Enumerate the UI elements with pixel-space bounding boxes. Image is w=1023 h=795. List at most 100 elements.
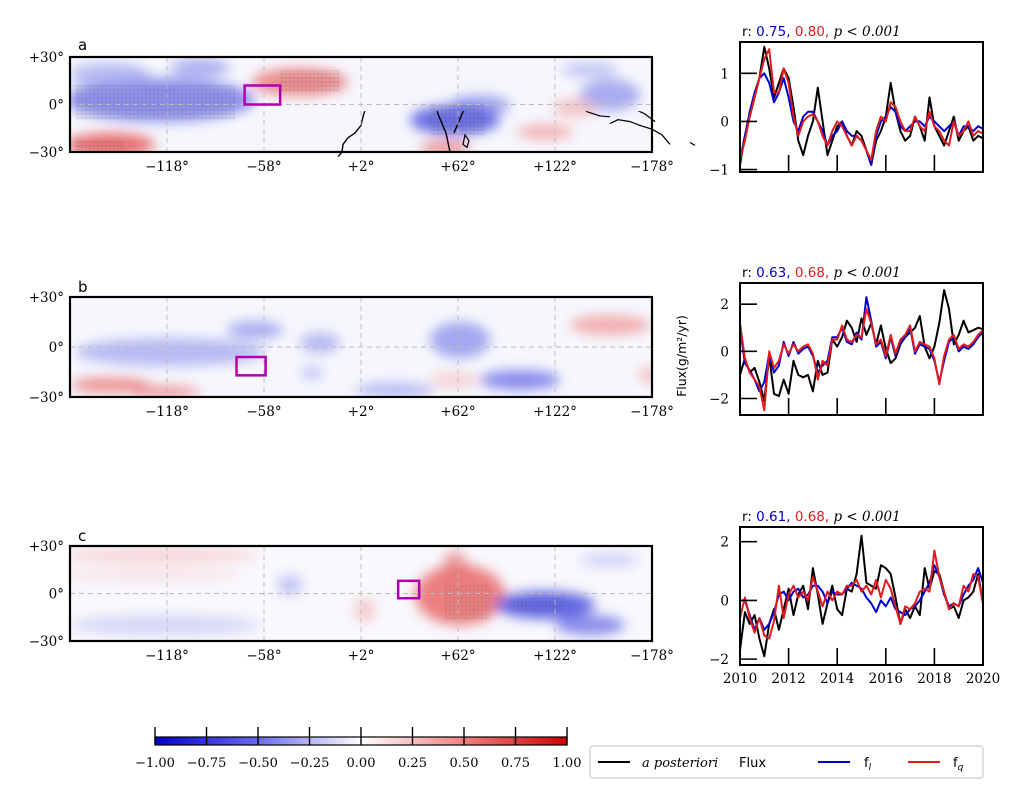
map-lat-tick-label: 0° xyxy=(49,340,64,356)
r-label: r: xyxy=(742,24,756,40)
colorbar-tick-label: 1.00 xyxy=(553,756,582,771)
timeseries-frame xyxy=(739,526,984,666)
map-lon-tick-label: +2° xyxy=(348,648,375,664)
r-label: r: xyxy=(742,509,756,525)
legend-label-fl: fl xyxy=(864,756,872,773)
map-lon-tick-label: +122° xyxy=(533,648,577,664)
map-b-field xyxy=(70,315,652,397)
panel-label-a: a xyxy=(78,36,87,54)
colorbar-tick-label: 0.50 xyxy=(450,756,479,771)
y-tick-label: 2 xyxy=(720,297,729,313)
r-value-fq: 0.68, xyxy=(795,509,834,525)
x-tick-label: 2014 xyxy=(820,671,854,687)
map-lat-tick-label: 0° xyxy=(49,587,64,603)
series-line-fl xyxy=(740,296,983,393)
map-lon-tick-label: +62° xyxy=(440,159,475,175)
legend: a posteriori Flux fl fq xyxy=(589,745,984,779)
map-lon-tick-label: −178° xyxy=(630,404,674,420)
legend-frame xyxy=(589,745,984,779)
panel-label-b: b xyxy=(78,278,88,296)
series-line-posteriori xyxy=(740,45,983,166)
series-line-posteriori xyxy=(740,289,983,402)
legend-label-fq: fq xyxy=(953,756,964,773)
colorbar-tick-label: 0.25 xyxy=(398,756,427,771)
map-lon-tick-label: +62° xyxy=(440,404,475,420)
region-box-a xyxy=(243,84,282,106)
y-tick-label: −1 xyxy=(709,163,729,179)
timeseries-title: r: 0.63, 0.68, p < 0.001 xyxy=(742,265,901,281)
x-tick-label: 2020 xyxy=(966,671,1000,687)
map-frame-c xyxy=(68,544,654,643)
series-line-posteriori xyxy=(740,534,983,658)
r-value-fq: 0.68, xyxy=(795,265,834,281)
p-value: p < 0.001 xyxy=(833,265,900,281)
r-label: r: xyxy=(742,265,756,281)
colorbar-tick-label: −0.75 xyxy=(187,756,227,771)
map-overlay-a: −118° −58° +2° +62° +122° −178° +30° 0° −30° xyxy=(29,50,696,175)
r-value-fl: 0.61, xyxy=(756,509,795,525)
map-lat-tick-label: +30° xyxy=(29,290,64,306)
legend-label-posteriori-italic: a posteriori xyxy=(642,756,718,771)
colorbar: −1.00 −0.75 −0.50 −0.25 0.00 0.25 0.50 0.75 1.00 xyxy=(135,727,581,771)
map-lon-tick-label: −118° xyxy=(145,648,189,664)
map-lon-tick-label: +122° xyxy=(533,159,577,175)
x-tick-label: 2012 xyxy=(771,671,805,687)
map-a-field xyxy=(70,59,640,152)
series-line-fq xyxy=(740,549,983,640)
y-tick-label: −2 xyxy=(709,652,729,668)
map-lon-tick-label: +2° xyxy=(348,159,375,175)
y-tick-label: 2 xyxy=(720,535,729,551)
map-lon-tick-label: −118° xyxy=(145,404,189,420)
region-box-b xyxy=(235,355,267,377)
map-lat-tick-label: +30° xyxy=(29,539,64,555)
map-c-field xyxy=(70,547,640,635)
map-lon-tick-label: −58° xyxy=(246,159,281,175)
shared-y-axis-label: Flux(g/m²/yr) xyxy=(674,315,689,397)
x-tick-label: 2018 xyxy=(917,671,951,687)
map-panel-a: a xyxy=(70,36,652,152)
series-line-fq xyxy=(740,307,983,412)
map-lon-tick-label: −118° xyxy=(145,159,189,175)
y-tick-label: 0 xyxy=(720,593,729,609)
coastlines-a xyxy=(337,111,696,158)
timeseries-panel-c: r: 0.61, 0.68, p < 0.001 −2 0 2 2010 2012 2014… xyxy=(709,509,1000,687)
map-lon-tick-label: +2° xyxy=(348,404,375,420)
panel-label-c: c xyxy=(78,527,86,545)
series-line-fl xyxy=(740,72,983,166)
y-tick-label: 0 xyxy=(720,344,729,360)
y-tick-label: 1 xyxy=(720,66,729,82)
region-box-c xyxy=(396,579,421,600)
r-value-fl: 0.63, xyxy=(756,265,795,281)
timeseries-panel-a: r: 0.75, 0.80, p < 0.001 −1 0 1 xyxy=(709,24,984,179)
map-lon-tick-label: −58° xyxy=(246,648,281,664)
timeseries-title: r: 0.75, 0.80, p < 0.001 xyxy=(742,24,901,40)
map-lon-tick-label: −178° xyxy=(630,159,674,175)
map-lat-tick-label: +30° xyxy=(29,50,64,66)
timeseries-frame xyxy=(739,41,984,173)
colorbar-tick-label: −1.00 xyxy=(135,756,175,771)
colorbar-tick-label: 0.75 xyxy=(501,756,530,771)
r-value-fl: 0.75, xyxy=(756,24,795,40)
map-lon-tick-label: +62° xyxy=(440,648,475,664)
p-value: p < 0.001 xyxy=(833,509,900,525)
timeseries-title: r: 0.61, 0.68, p < 0.001 xyxy=(742,509,901,525)
map-frame-b xyxy=(68,295,654,399)
map-panel-c: c xyxy=(70,527,652,641)
map-frame-a xyxy=(68,55,654,154)
legend-label-posteriori: Flux xyxy=(739,756,766,771)
map-lon-tick-label: −178° xyxy=(630,648,674,664)
r-value-fq: 0.80, xyxy=(795,24,834,40)
map-lat-tick-label: −30° xyxy=(29,634,64,650)
timeseries-panel-b: r: 0.63, 0.68, p < 0.001 −2 0 2 xyxy=(709,265,984,416)
map-lat-tick-label: −30° xyxy=(29,145,64,161)
map-overlay-c: −118° −58° +2° +62° +122° −178° +30° 0° −30° xyxy=(29,539,674,664)
timeseries-frame xyxy=(739,282,984,416)
map-overlay-b: −118° −58° +2° +62° +122° −178° +30° 0° −30° xyxy=(29,290,674,420)
y-tick-label: 0 xyxy=(720,114,729,130)
map-lat-tick-label: 0° xyxy=(49,98,64,114)
x-tick-label: 2010 xyxy=(723,671,757,687)
map-lon-tick-label: −58° xyxy=(246,404,281,420)
colorbar-tick-label: −0.50 xyxy=(238,756,278,771)
series-line-fq xyxy=(740,48,983,161)
